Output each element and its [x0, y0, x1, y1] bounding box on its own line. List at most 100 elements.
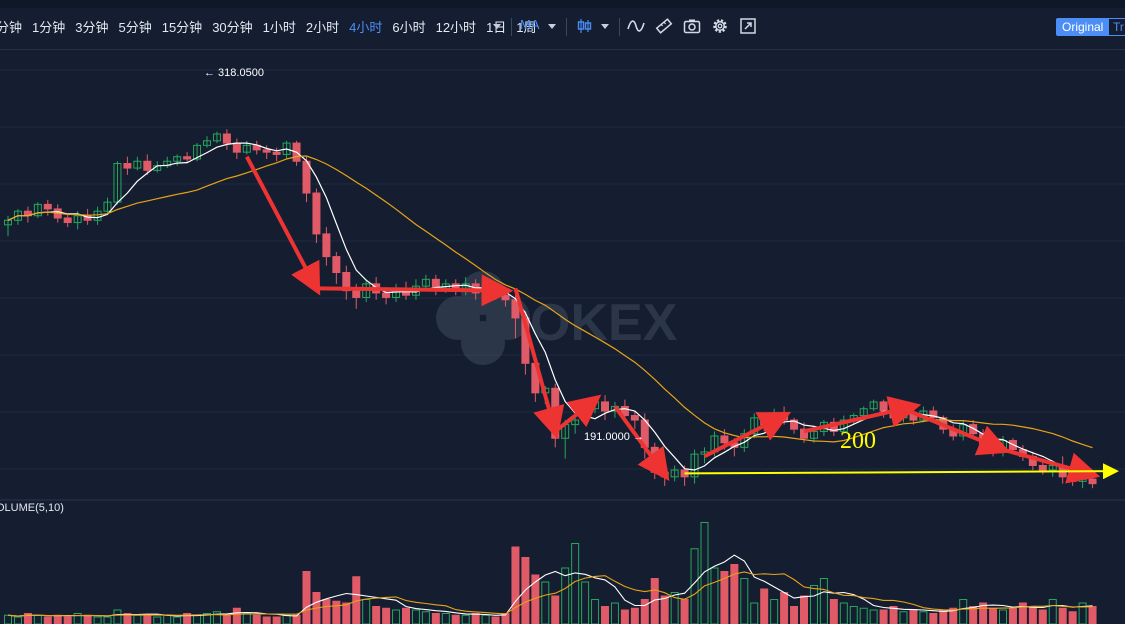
- original-chart-tab[interactable]: Original: [1056, 18, 1110, 36]
- interval-tab[interactable]: 4小时: [349, 20, 383, 35]
- volume-bar: [471, 613, 480, 624]
- candle-body: [1038, 464, 1047, 471]
- volume-bar: [660, 595, 669, 624]
- candlestick-type-icon[interactable]: [576, 17, 594, 35]
- candle-body: [222, 133, 231, 144]
- volume-bars: [4, 522, 1097, 624]
- ruler-icon[interactable]: [655, 17, 673, 35]
- candle-body: [809, 430, 818, 439]
- interval-tab[interactable]: 1分钟: [32, 20, 66, 35]
- volume-bar: [670, 592, 679, 624]
- chart-type-caret-icon[interactable]: [601, 24, 609, 29]
- volume-indicator-label: OLUME(5,10): [0, 502, 64, 514]
- price-chart[interactable]: OKEX ← 318.0500 191.0000 → 200: [0, 50, 1125, 624]
- volume-bar: [491, 616, 500, 624]
- volume-bar: [242, 613, 251, 624]
- candle-body: [143, 160, 152, 171]
- candle-body: [601, 401, 609, 412]
- candle-body: [103, 201, 112, 212]
- camera-icon[interactable]: [683, 17, 701, 35]
- volume-bar: [372, 606, 381, 624]
- volume-bar: [780, 592, 789, 624]
- low-price-label: 191.0000 →: [584, 431, 644, 443]
- volume-bar: [103, 616, 112, 624]
- volume-bar: [362, 599, 371, 624]
- candle-body: [1088, 478, 1097, 485]
- candle-body: [183, 156, 192, 160]
- volume-bar: [750, 602, 759, 624]
- settings-gear-icon[interactable]: [711, 17, 729, 35]
- volume-bar: [999, 609, 1007, 624]
- volume-bar: [33, 614, 42, 624]
- watermark-text: OKEX: [530, 294, 678, 352]
- candle-body: [869, 401, 878, 410]
- candle-body: [620, 405, 629, 417]
- volume-bar: [979, 602, 988, 624]
- interval-tab[interactable]: 1小时: [262, 20, 296, 35]
- volume-bar: [83, 614, 92, 624]
- volume-bar: [402, 607, 410, 624]
- volume-ma-white-line: [7, 554, 1093, 617]
- chart-grid: [0, 69, 1125, 501]
- volume-bar: [13, 616, 22, 624]
- volume-bar: [302, 571, 311, 624]
- volume-bar: [441, 613, 450, 624]
- interval-tab[interactable]: 12小时: [435, 20, 477, 35]
- volume-bar: [163, 614, 172, 624]
- volume-bar: [839, 602, 848, 624]
- more-intervals-caret-icon[interactable]: [493, 24, 501, 29]
- candle-body: [670, 469, 679, 478]
- chart-toolbar: 分钟 1分钟 3分钟 5分钟 15分钟 30分钟 1小时 2小时 4小时 6小时 12小时 1日 1周 …: [0, 0, 1125, 50]
- volume-bar: [292, 614, 301, 624]
- interval-tab[interactable]: 分钟: [0, 20, 23, 35]
- interval-tab[interactable]: 6小时: [392, 20, 426, 35]
- volume-bar: [959, 599, 968, 624]
- line-draw-icon[interactable]: [627, 17, 645, 35]
- volume-bar: [919, 611, 928, 624]
- annotation-200-label: 200: [840, 428, 876, 454]
- candle-body: [212, 133, 221, 142]
- trend-arrow: [513, 287, 565, 440]
- volume-bar: [212, 611, 221, 624]
- interval-tab[interactable]: 15分钟: [161, 20, 203, 35]
- volume-bar: [581, 581, 590, 624]
- top-strip: [0, 0, 1125, 8]
- volume-bar: [591, 599, 600, 624]
- volume-ma-yellow-line: [7, 571, 1093, 617]
- fullscreen-icon[interactable]: [739, 17, 757, 35]
- candle-body: [501, 294, 510, 301]
- tradingview-chart-tab[interactable]: Tr: [1108, 18, 1125, 36]
- volume-bar: [790, 606, 799, 624]
- volume-bar: [899, 611, 908, 624]
- candle-body: [839, 419, 848, 432]
- volume-bar: [232, 607, 241, 624]
- toolbar-divider: [511, 18, 512, 36]
- volume-bar: [93, 616, 102, 624]
- volume-bar: [262, 616, 271, 624]
- volume-bar: [809, 585, 818, 624]
- candle-body: [302, 160, 311, 194]
- interval-tab[interactable]: 3分钟: [75, 20, 109, 35]
- interval-tab[interactable]: 2小时: [305, 20, 340, 35]
- volume-bar: [740, 578, 749, 624]
- candle-body: [352, 290, 361, 298]
- volume-bar: [1088, 606, 1097, 624]
- toolbar-divider: [566, 18, 567, 36]
- volume-bar: [461, 614, 470, 624]
- trend-arrow: [703, 411, 792, 459]
- interval-tab[interactable]: 5分钟: [118, 20, 152, 35]
- interval-tab[interactable]: 1周: [516, 20, 537, 35]
- volume-bar: [252, 614, 261, 624]
- interval-tab[interactable]: 30分钟: [212, 20, 253, 35]
- indicator-caret-icon[interactable]: [548, 24, 556, 29]
- candle-body: [262, 149, 271, 153]
- candle-body: [123, 163, 132, 169]
- candle-body: [43, 203, 52, 210]
- candle-body: [203, 140, 211, 146]
- volume-bar: [700, 522, 709, 624]
- volume-bar: [222, 614, 231, 624]
- candle-body: [73, 215, 82, 224]
- candle-body: [879, 401, 888, 412]
- candle-body: [929, 410, 938, 419]
- indicator-selector[interactable]: MA: [520, 17, 540, 32]
